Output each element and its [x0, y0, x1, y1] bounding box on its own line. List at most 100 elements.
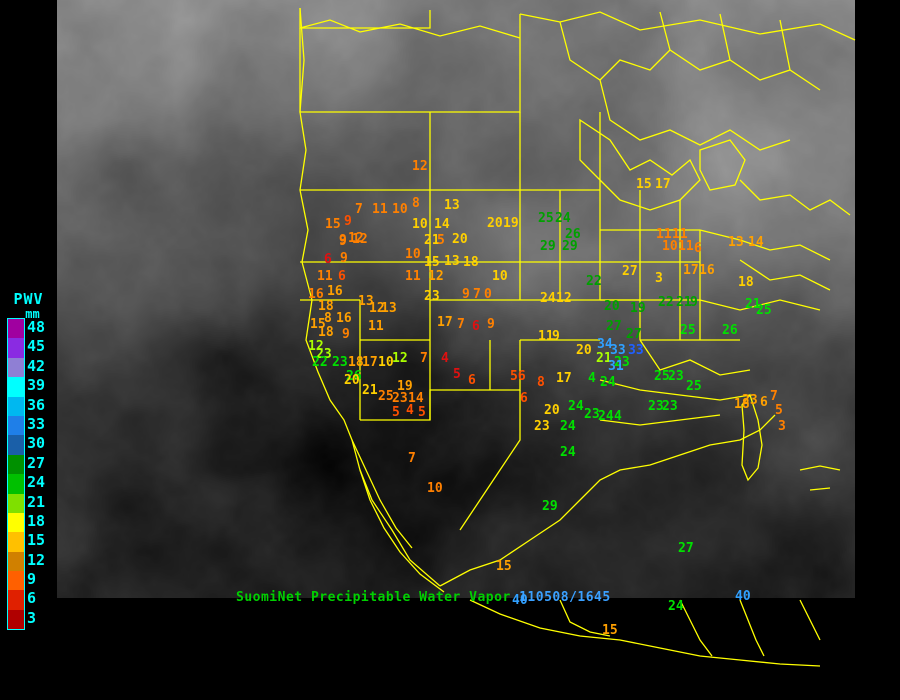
- station-pwv-value: 24: [560, 445, 576, 460]
- station-pwv-value: 7: [408, 451, 416, 466]
- border-path: [600, 190, 740, 341]
- station-pwv-value: 12: [369, 301, 385, 316]
- colorbar-tick: 24: [27, 473, 46, 492]
- station-pwv-value: 6: [472, 319, 480, 334]
- station-pwv-value: 56: [510, 369, 526, 384]
- station-pwv-value: 20: [344, 373, 360, 388]
- colorbar-tick: 15: [27, 531, 46, 550]
- border-path: [299, 8, 431, 29]
- station-pwv-value: 9: [339, 234, 347, 249]
- colorbar-tick: 21: [27, 492, 46, 511]
- border-path: [599, 414, 721, 426]
- station-pwv-value: 25: [378, 389, 394, 404]
- colorbar-tick: 9: [27, 570, 37, 589]
- border-path: [469, 599, 821, 667]
- station-pwv-value: 6: [338, 269, 346, 284]
- station-pwv-value: 18: [348, 355, 364, 370]
- station-pwv-value: 21: [424, 233, 440, 248]
- station-pwv-value: 25: [654, 369, 670, 384]
- station-pwv-value: 15: [310, 317, 326, 332]
- caption-product: SuomiNet Precipitable Water Vapor: [236, 590, 511, 605]
- station-pwv-value: 14: [434, 217, 450, 232]
- border-path: [559, 190, 700, 300]
- station-pwv-value: 26: [722, 323, 738, 338]
- colorbar-swatch: [8, 571, 24, 591]
- station-pwv-value: 17: [655, 177, 671, 192]
- station-pwv-value: 20: [544, 403, 560, 418]
- station-pwv-value: 27: [678, 541, 694, 556]
- border-path: [739, 599, 765, 657]
- border-path: [679, 599, 713, 657]
- political-borders: [299, 7, 856, 667]
- colorbar-swatch: [8, 609, 24, 630]
- station-pwv-value: 34: [597, 337, 613, 352]
- station-pwv-value: 18: [318, 325, 334, 340]
- border-path: [300, 189, 430, 301]
- station-pwv-value: 27: [626, 327, 642, 342]
- station-pwv-value: 24: [540, 291, 556, 306]
- station-pwv-value: 27: [622, 264, 638, 279]
- border-path: [359, 469, 445, 593]
- colorbar-tick: 12: [27, 550, 46, 569]
- colorbar-tick: 36: [27, 395, 46, 414]
- station-pwv-value: 23: [332, 355, 348, 370]
- station-pwv-value: 15: [325, 217, 341, 232]
- station-pwv-value: 25: [680, 323, 696, 338]
- station-pwv-value: 3: [655, 271, 663, 286]
- station-pwv-value: 24: [600, 375, 616, 390]
- border-path: [699, 139, 746, 191]
- station-pwv-value: 21: [745, 297, 761, 312]
- station-pwv-value: 23: [662, 399, 678, 414]
- colorbar-swatch: [8, 474, 24, 494]
- border-path: [799, 599, 821, 641]
- station-pwv-value: 23: [316, 347, 332, 362]
- station-pwv-value: 21: [362, 383, 378, 398]
- station-pwv-value: 18: [738, 275, 754, 290]
- station-pwv-value: 15: [602, 623, 618, 638]
- colorbar-swatch: [8, 435, 24, 455]
- border-path: [429, 340, 491, 420]
- station-pwv-value: 27: [606, 319, 622, 334]
- station-pwv-value: 11: [672, 227, 688, 242]
- station-pwv-value: 5: [453, 367, 461, 382]
- station-pwv-value: 12: [392, 351, 408, 366]
- station-pwv-value: 25: [756, 303, 772, 318]
- station-pwv-value: 16: [336, 311, 352, 326]
- station-pwv-value: 19: [397, 379, 413, 394]
- station-pwv-value: 20: [576, 343, 592, 358]
- border-path: [799, 465, 841, 491]
- station-pwv-value: 20: [452, 232, 468, 247]
- station-pwv-value: 7: [355, 202, 363, 217]
- station-pwv-value: 33: [610, 343, 626, 358]
- station-pwv-value: 7: [473, 287, 481, 302]
- station-pwv-value: 23: [424, 289, 440, 304]
- station-pwv-value: 19: [630, 301, 646, 316]
- station-pwv-value: 23: [392, 391, 408, 406]
- colorbar-swatch: [8, 493, 24, 513]
- station-pwv-value: 17: [362, 355, 378, 370]
- station-pwv-value: 11: [368, 319, 384, 334]
- station-pwv-value: 12: [308, 339, 324, 354]
- station-pwv-value: 11: [678, 239, 694, 254]
- station-pwv-value: 13: [444, 254, 460, 269]
- station-pwv-value: 20: [487, 216, 503, 231]
- station-pwv-value: 18: [734, 397, 750, 412]
- station-pwv-value: 20: [604, 299, 620, 314]
- station-pwv-value: 3: [778, 419, 786, 434]
- station-pwv-value: 11: [405, 269, 421, 284]
- station-pwv-value: 12: [556, 291, 572, 306]
- border-path: [659, 11, 791, 71]
- station-pwv-value: 6: [324, 252, 332, 267]
- station-pwv-value: 18: [318, 299, 334, 314]
- station-pwv-value: 23: [742, 393, 758, 408]
- colorbar-swatch: [8, 512, 24, 533]
- station-pwv-value: 9: [552, 329, 560, 344]
- colorbar-swatch: [8, 377, 24, 397]
- colorbar-swatch: [8, 357, 24, 378]
- station-pwv-value: 9: [342, 327, 350, 342]
- station-pwv-value: 23: [668, 369, 684, 384]
- border-path: [741, 393, 763, 482]
- border-path: [459, 390, 521, 531]
